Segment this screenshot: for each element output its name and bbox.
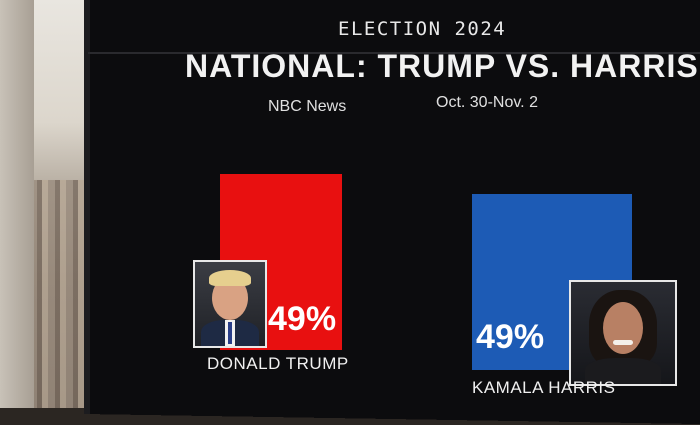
- trump-photo: [193, 260, 267, 348]
- harris-photo: [569, 280, 677, 386]
- data-label-harris: 49%: [476, 318, 545, 356]
- header-divider: [88, 52, 700, 54]
- category-label-trump: DONALD TRUMP: [207, 354, 349, 373]
- chart-subtitle: ELECTION 2024: [338, 18, 507, 40]
- category-label-harris: KAMALA HARRIS: [472, 378, 616, 397]
- chart-title: NATIONAL: TRUMP VS. HARRIS: [185, 48, 699, 84]
- studio-wall: [0, 0, 34, 408]
- poll-source: NBC News: [268, 98, 347, 115]
- poll-dates: Oct. 30-Nov. 2: [436, 94, 538, 111]
- data-label-trump: 49%: [268, 300, 337, 338]
